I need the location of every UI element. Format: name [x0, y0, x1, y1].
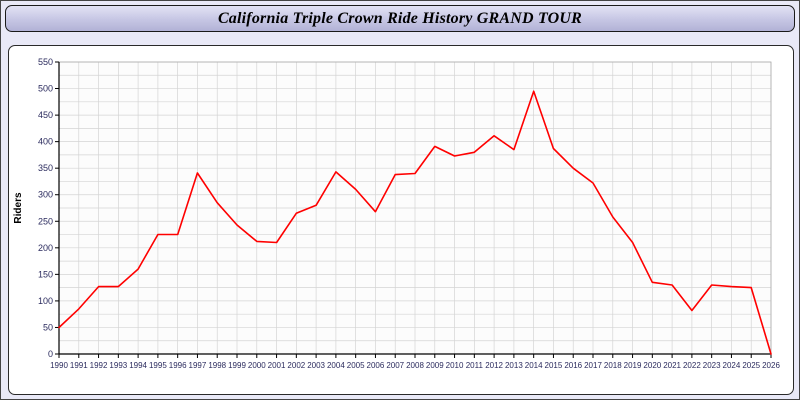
- x-tick-label: 2001: [268, 361, 286, 370]
- x-tick-label: 2018: [604, 361, 622, 370]
- x-tick-label: 2017: [584, 361, 602, 370]
- y-tick-label: 250: [38, 216, 53, 226]
- x-tick-label: 2012: [485, 361, 503, 370]
- x-tick-label: 1998: [208, 361, 226, 370]
- x-tick-label: 1991: [70, 361, 88, 370]
- y-tick-label: 550: [38, 57, 53, 67]
- chart-panel: 0 50 100 150 200 250 300 350 400 450 500 550 1990 199…: [8, 45, 794, 395]
- x-tick-label: 2026: [762, 361, 780, 370]
- y-tick-label: 450: [38, 110, 53, 120]
- y-tick-label: 300: [38, 190, 53, 200]
- x-tick-label: 2004: [327, 361, 345, 370]
- x-tick-label: 2000: [248, 361, 266, 370]
- x-tick-label: 2005: [347, 361, 365, 370]
- y-tick-label: 350: [38, 163, 53, 173]
- x-tick-label: 2024: [723, 361, 741, 370]
- x-tick-label: 2020: [643, 361, 661, 370]
- x-tick-label: 2016: [564, 361, 582, 370]
- y-tick-label: 400: [38, 137, 53, 147]
- x-tick-label: 2019: [624, 361, 642, 370]
- x-tick-label: 1992: [90, 361, 108, 370]
- x-tick-label: 1995: [149, 361, 167, 370]
- x-tick-label: 1994: [129, 361, 147, 370]
- x-tick-label: 2007: [386, 361, 404, 370]
- x-tick-label: 1999: [228, 361, 246, 370]
- y-tick-label: 100: [38, 296, 53, 306]
- x-tick-label: 2010: [446, 361, 464, 370]
- x-tick-label: 1997: [189, 361, 207, 370]
- y-tick-label: 50: [43, 322, 53, 332]
- x-tick-label: 2014: [525, 361, 543, 370]
- chart-title-bar: California Triple Crown Ride History GRA…: [5, 5, 795, 32]
- x-tick-label: 2009: [426, 361, 444, 370]
- x-tick-label: 2015: [545, 361, 563, 370]
- y-axis-title: Riders: [13, 192, 24, 224]
- x-tick-label: 2021: [663, 361, 681, 370]
- x-tick-label: 2013: [505, 361, 523, 370]
- y-tick-label: 0: [48, 349, 53, 359]
- y-tick-label: 200: [38, 243, 53, 253]
- x-tick-label: 2023: [703, 361, 721, 370]
- x-tick-label: 1996: [169, 361, 187, 370]
- y-tick-label: 150: [38, 269, 53, 279]
- x-tick-label: 2025: [742, 361, 760, 370]
- page-title: California Triple Crown Ride History GRA…: [217, 9, 583, 27]
- riders-series-line: [58, 90, 772, 355]
- x-tick-label: 2003: [307, 361, 325, 370]
- x-tick-label: 1993: [109, 361, 127, 370]
- x-tick-label: 2022: [683, 361, 701, 370]
- x-tick-label: 2011: [466, 361, 484, 370]
- x-tick-label: 2002: [287, 361, 305, 370]
- x-tick-label: 1990: [50, 361, 68, 370]
- x-tick-label: 2008: [406, 361, 424, 370]
- y-tick-label: 500: [38, 84, 53, 94]
- x-tick-label: 2006: [367, 361, 385, 370]
